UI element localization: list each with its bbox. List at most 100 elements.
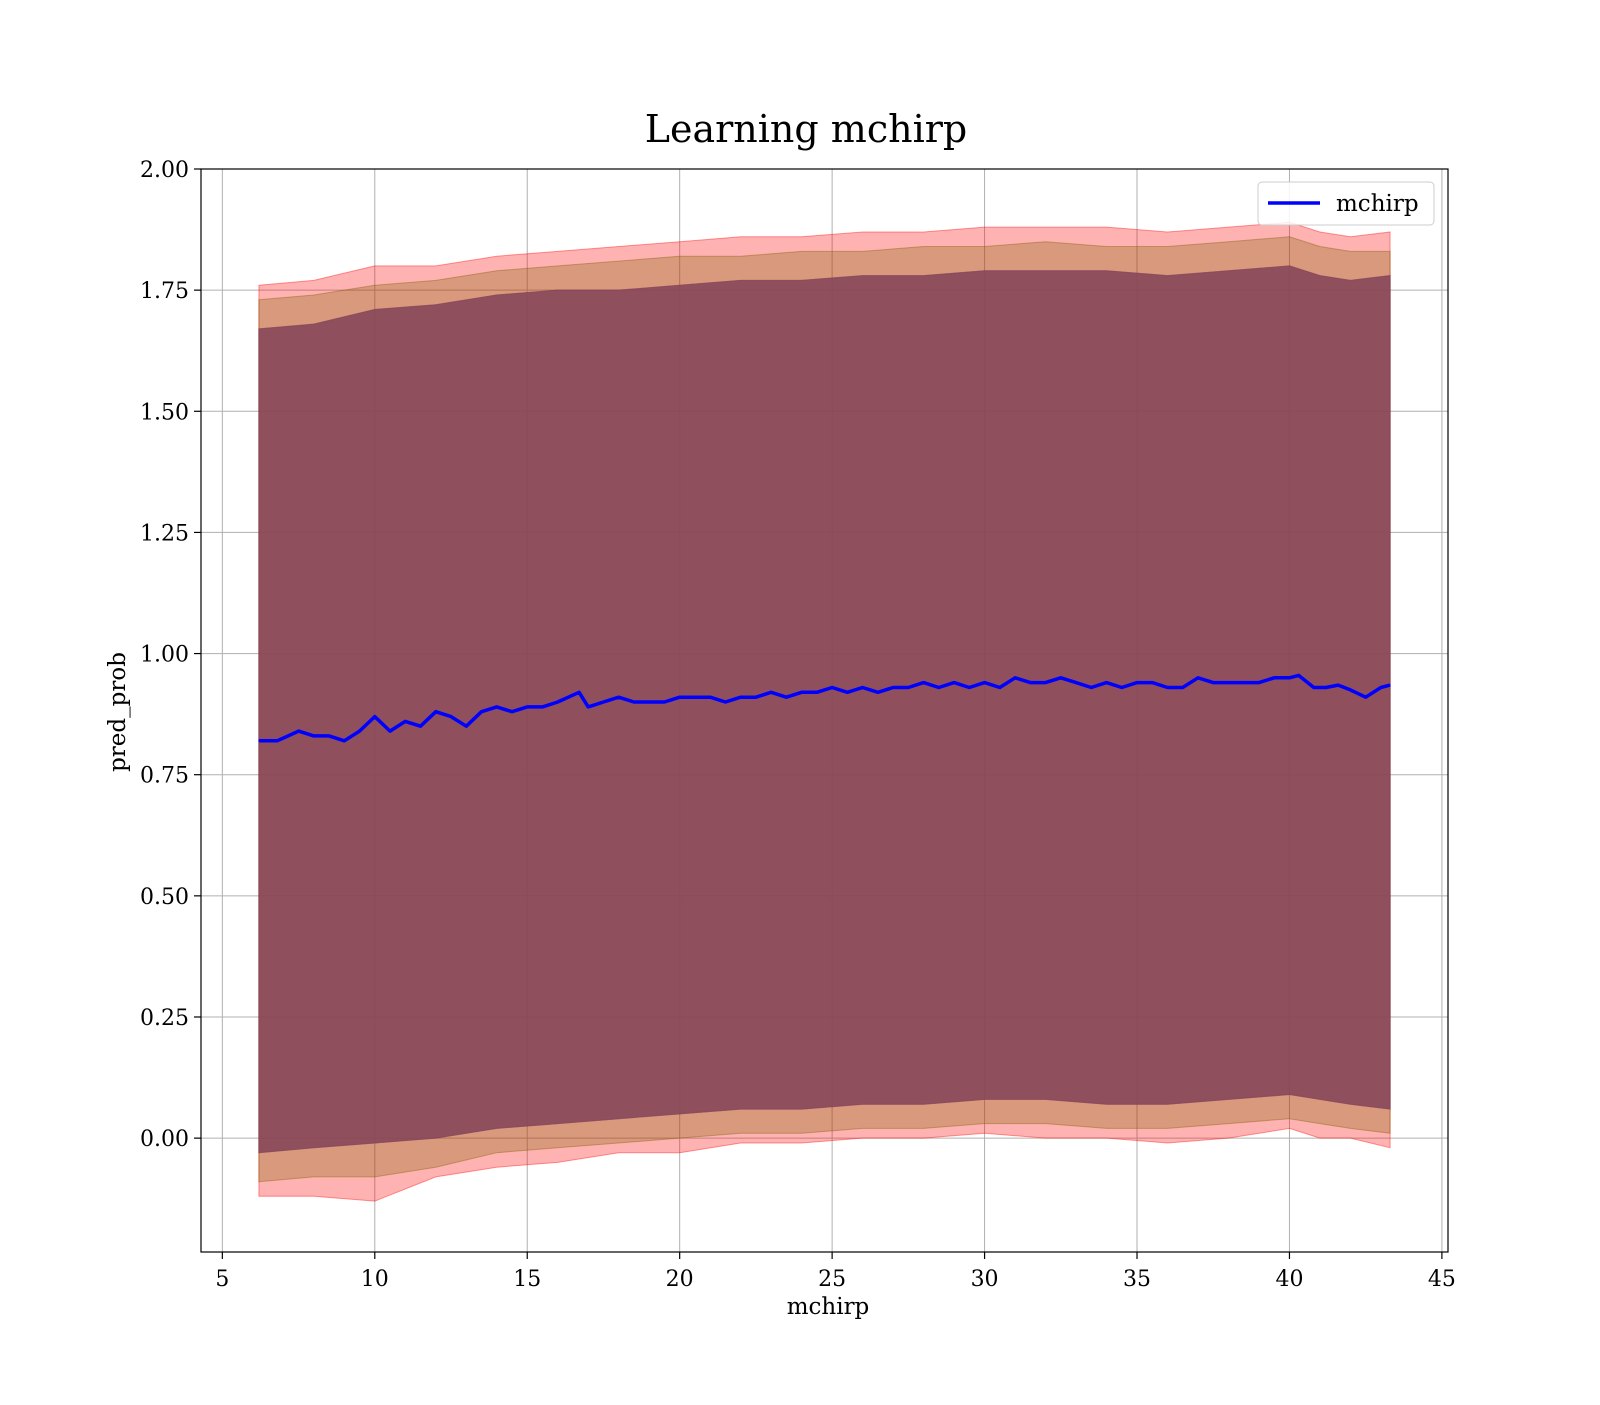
data-point (907, 686, 909, 689)
data-point (1075, 682, 1077, 684)
y-tick-label: 1.50 (140, 400, 189, 425)
data-point (755, 696, 757, 698)
data-point (1273, 677, 1275, 679)
x-tick-label: 25 (818, 1267, 846, 1292)
data-point (465, 725, 467, 727)
data-point (389, 730, 391, 732)
data-point (435, 711, 437, 713)
data-point (679, 696, 681, 698)
data-point (922, 682, 925, 684)
data-point (1288, 677, 1291, 679)
x-tick-label: 40 (1275, 1267, 1303, 1292)
y-tick-label: 0.75 (140, 764, 189, 789)
data-point (983, 682, 986, 684)
data-point (1243, 682, 1245, 684)
y-tick-label: 1.25 (140, 521, 189, 546)
data-point (297, 730, 300, 732)
data-point (709, 696, 711, 698)
data-point (968, 686, 970, 689)
data-point (663, 701, 666, 703)
data-point (1325, 686, 1327, 689)
data-point (862, 686, 864, 689)
data-point (648, 701, 650, 703)
data-point (1298, 674, 1300, 676)
data-point (404, 720, 406, 723)
y-tick-label: 0.25 (140, 1006, 189, 1031)
data-point (313, 735, 315, 737)
x-tick-label: 20 (666, 1267, 694, 1292)
data-point (1060, 677, 1062, 679)
data-point (1337, 684, 1339, 686)
data-point (724, 701, 727, 703)
x-tick-label: 10 (361, 1267, 389, 1292)
data-point (450, 715, 452, 718)
data-point (953, 682, 955, 684)
data-point (1182, 686, 1184, 689)
legend-label: mchirp (1336, 191, 1419, 217)
y-tick-label: 2.00 (140, 158, 189, 183)
data-point (374, 715, 376, 718)
data-point (496, 706, 498, 708)
data-point (480, 711, 483, 713)
data-point (526, 706, 528, 708)
data-point (276, 740, 278, 742)
data-point (1380, 686, 1382, 689)
data-point (846, 691, 848, 693)
data-point (1365, 696, 1367, 698)
data-point (1090, 686, 1092, 689)
data-point (1151, 682, 1153, 684)
data-point (602, 701, 605, 703)
y-axis-label: pred_prob (105, 652, 131, 772)
chart-title: Learning mchirp (645, 107, 967, 151)
data-point (785, 696, 787, 698)
data-point (1014, 677, 1016, 679)
data-point (1212, 682, 1214, 684)
data-point (633, 701, 635, 703)
axes-frame (200, 168, 1449, 1253)
confidence-band (258, 265, 1391, 1154)
data-point (1389, 684, 1391, 686)
x-tick-label: 35 (1123, 1267, 1151, 1292)
data-point (999, 686, 1001, 689)
data-point (618, 696, 620, 698)
data-point (358, 730, 361, 732)
x-tick-label: 45 (1428, 1267, 1456, 1292)
data-point (1105, 682, 1108, 684)
data-point (892, 686, 894, 689)
data-point (1313, 686, 1315, 689)
data-point (877, 691, 879, 693)
data-point (938, 686, 940, 689)
data-point (1166, 686, 1169, 689)
data-point (511, 711, 513, 713)
data-point (578, 691, 580, 693)
data-point (1121, 686, 1123, 689)
data-point (1349, 689, 1352, 691)
series-line-mchirp (258, 673, 1391, 743)
data-point (258, 740, 260, 742)
x-tick-label: 5 (215, 1267, 229, 1292)
data-point (1136, 682, 1138, 684)
data-point (740, 696, 742, 698)
x-tick-label: 15 (513, 1267, 541, 1292)
data-point (831, 686, 833, 689)
data-point (419, 725, 422, 727)
data-point (557, 701, 559, 703)
data-point (1227, 682, 1230, 684)
data-point (770, 691, 772, 693)
plot-area: 5 10 15 20 25 30 35 40 45 0.00 0.25 0.50 0.75 1.00 1.2… (140, 158, 1456, 1292)
y-tick-label: 0.00 (140, 1127, 189, 1152)
data-point (1044, 682, 1047, 684)
legend-box (1257, 181, 1435, 226)
data-point (694, 696, 696, 698)
data-point (1258, 682, 1260, 684)
x-axis-label: mchirp (787, 1294, 870, 1320)
data-point (1029, 682, 1031, 684)
data-point (328, 735, 330, 737)
data-point (816, 691, 818, 693)
data-point (343, 740, 345, 742)
data-point (1197, 677, 1199, 679)
data-point (587, 706, 589, 708)
y-tick-label: 0.50 (140, 885, 189, 910)
